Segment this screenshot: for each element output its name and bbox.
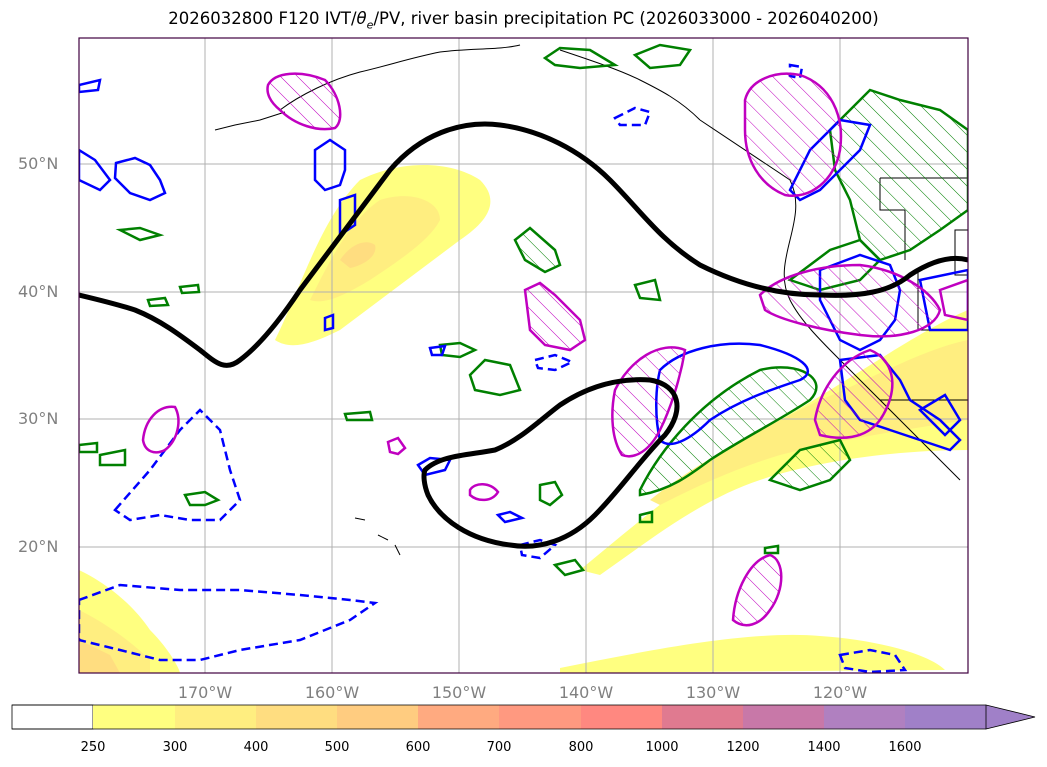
lon-label-120w: 120°W — [812, 683, 868, 702]
colorbar-tick: 700 — [486, 740, 512, 755]
title-sub: e — [366, 18, 374, 32]
colorbar-tick: 1200 — [726, 740, 760, 755]
lat-label-50n: 50°N — [18, 154, 59, 173]
pv-contour — [79, 121, 968, 549]
lon-label-130w: 130°W — [685, 683, 741, 702]
title-prefix: 2026032800 F120 IVT/ — [168, 9, 357, 28]
colorbar-tick: 400 — [243, 740, 269, 755]
colorbar-tick: 1000 — [645, 740, 679, 755]
colorbar-tick: 800 — [568, 740, 594, 755]
lon-label-150w: 150°W — [431, 683, 487, 702]
title-suffix: /PV, river basin precipitation PC (20260… — [373, 9, 879, 28]
colorbar — [11, 704, 1036, 730]
lat-label-30n: 30°N — [18, 409, 59, 428]
colorbar-tick: 600 — [405, 740, 431, 755]
colorbar-tick: 250 — [80, 740, 106, 755]
colorbar-tick: 1600 — [888, 740, 922, 755]
lon-label-160w: 160°W — [304, 683, 360, 702]
green-contours — [79, 43, 968, 577]
lon-label-170w: 170°W — [177, 683, 233, 702]
map-frame — [78, 37, 969, 674]
colorbar-tick: 300 — [162, 740, 188, 755]
lat-label-40n: 40°N — [18, 282, 59, 301]
map-title: 2026032800 F120 IVT/θe/PV, river basin p… — [0, 9, 1047, 31]
lat-label-20n: 20°N — [18, 537, 59, 556]
magenta-contours — [141, 72, 968, 627]
title-theta: θ — [356, 9, 367, 28]
blue-dashed-contours — [79, 63, 908, 673]
lon-label-140w: 140°W — [558, 683, 614, 702]
colorbar-tick: 500 — [324, 740, 350, 755]
colorbar-tick: 1400 — [807, 740, 841, 755]
